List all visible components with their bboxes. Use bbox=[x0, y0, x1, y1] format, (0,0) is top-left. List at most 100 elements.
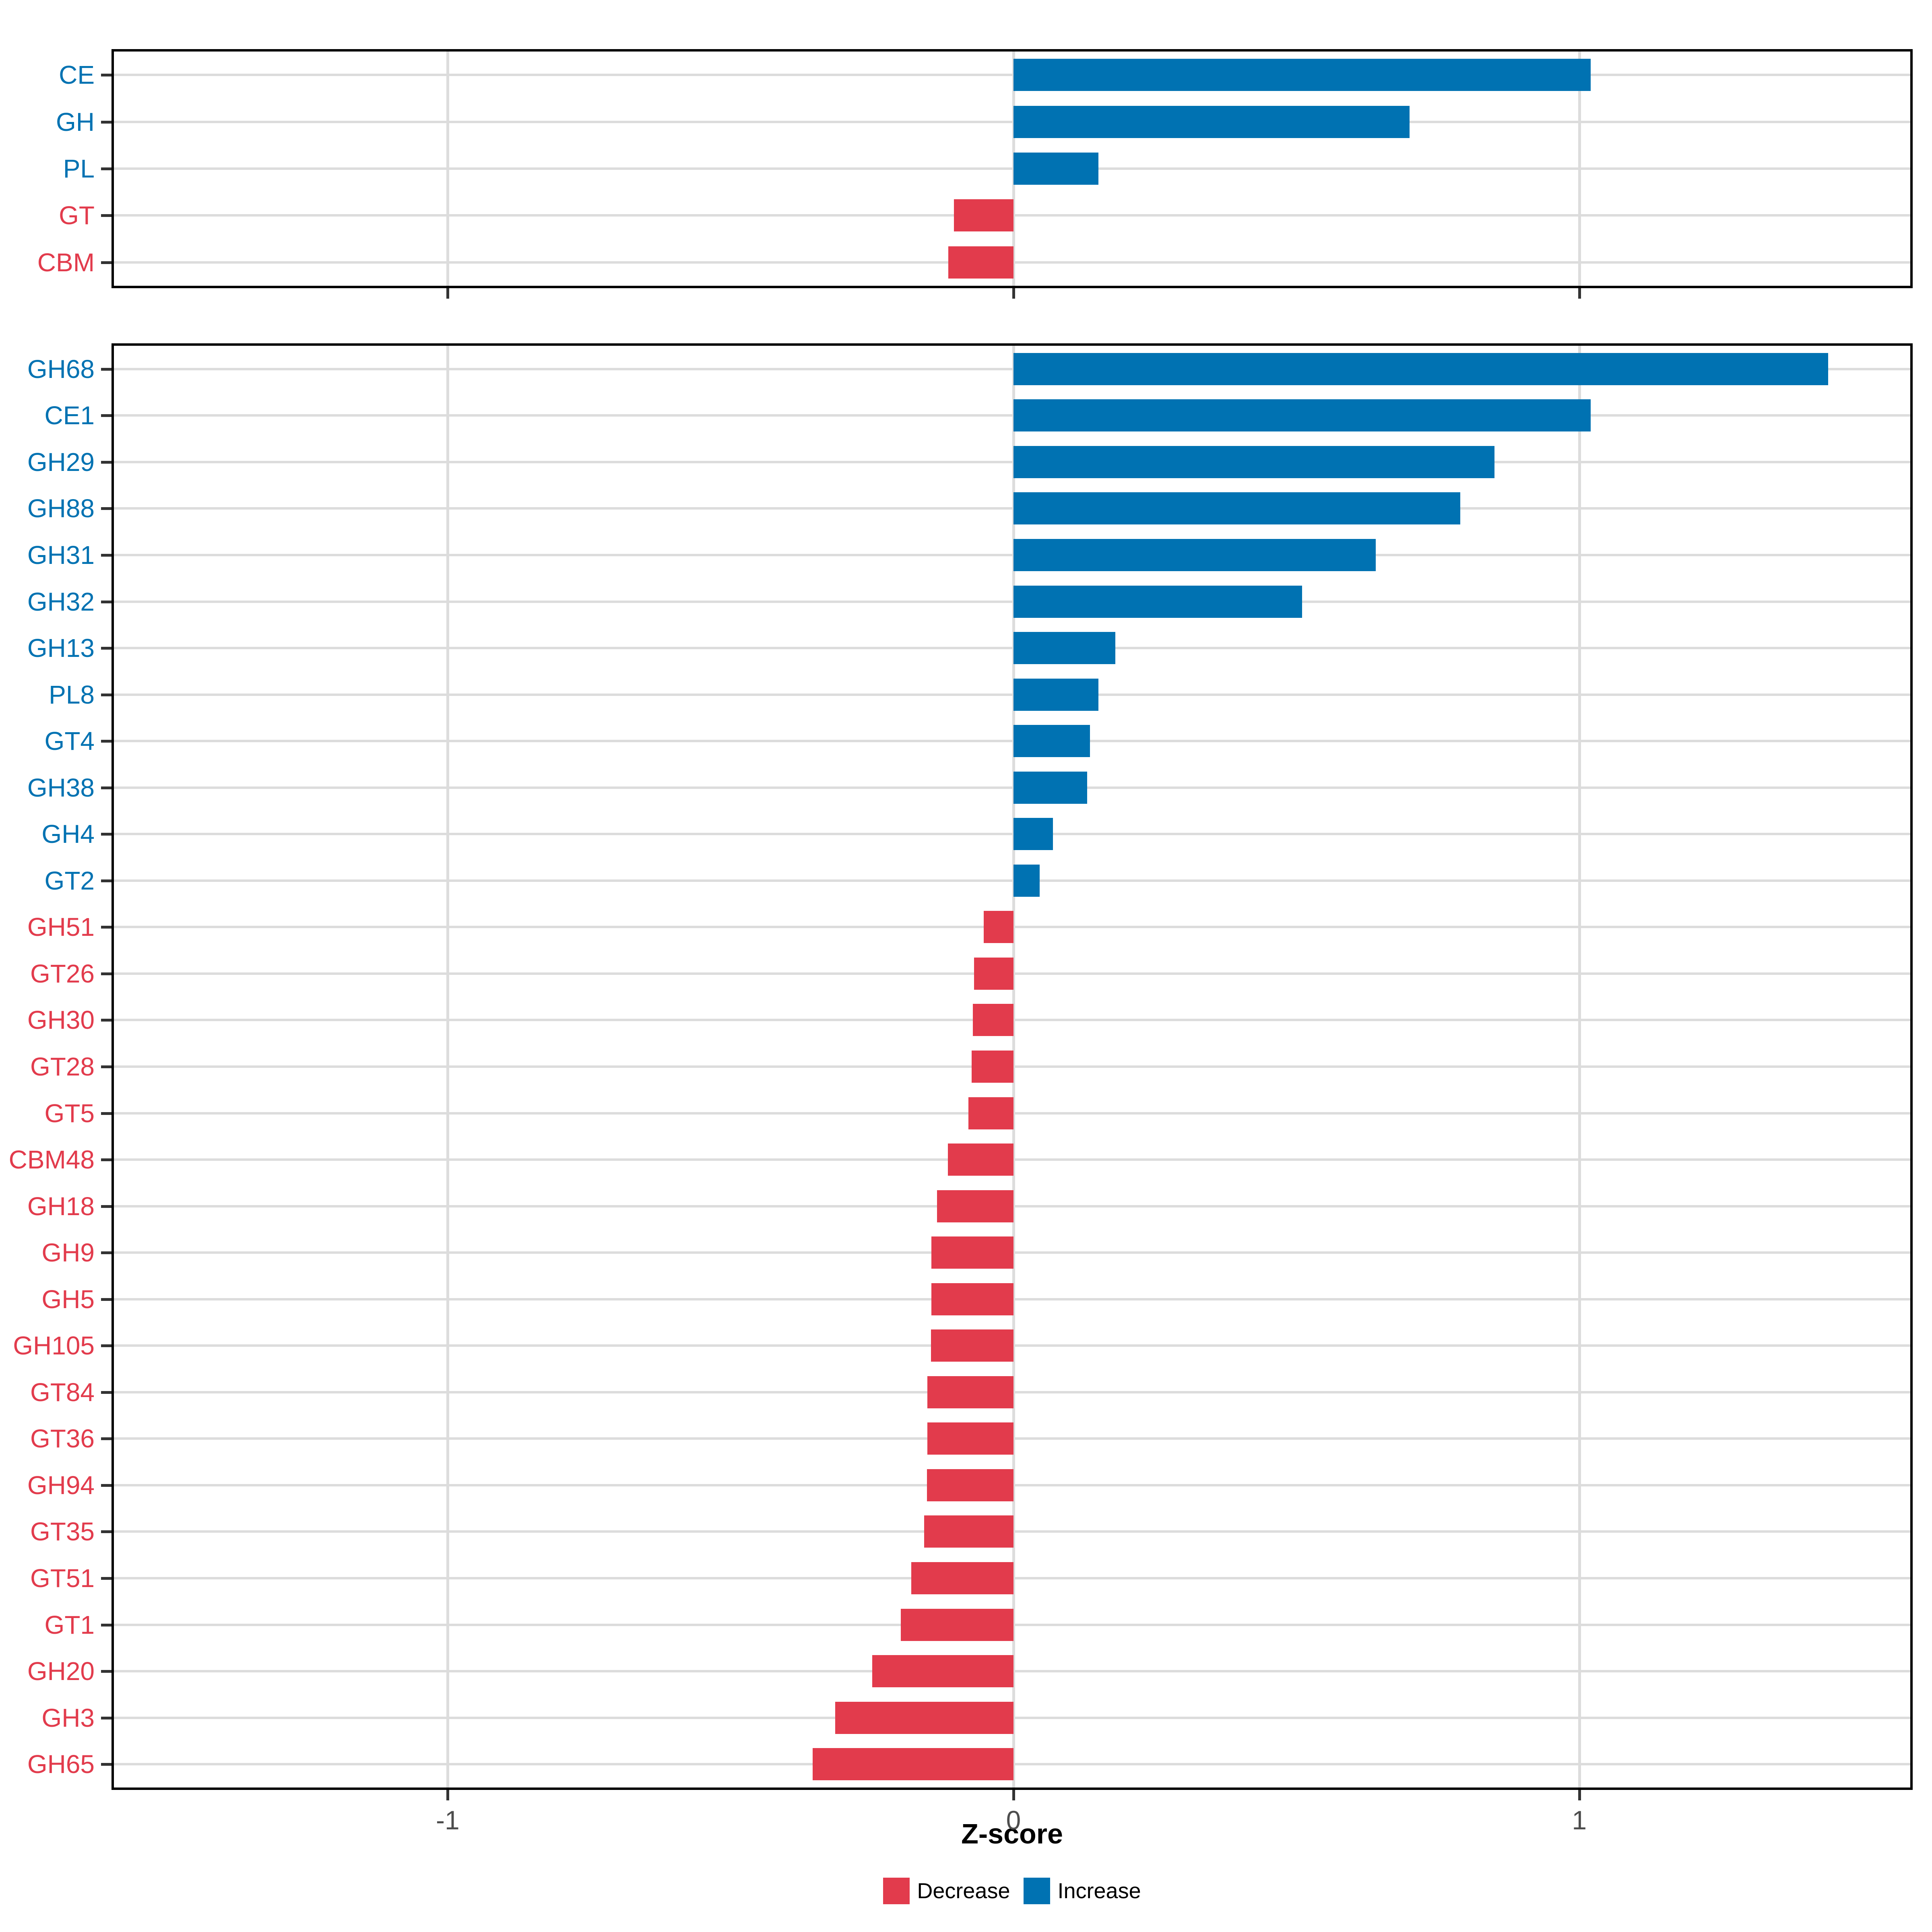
y-axis-tick bbox=[101, 1298, 111, 1301]
y-axis-tick bbox=[101, 414, 111, 417]
y-label-GH9: GH9 bbox=[41, 1238, 95, 1267]
bar-GH29 bbox=[1013, 446, 1494, 478]
y-label-GH94: GH94 bbox=[27, 1470, 95, 1500]
bar-GH38 bbox=[1013, 771, 1087, 804]
y-axis-tick bbox=[101, 1530, 111, 1534]
bar-GH68 bbox=[1013, 353, 1829, 385]
y-axis-tick bbox=[101, 600, 111, 603]
y-axis-tick bbox=[101, 1670, 111, 1673]
v-gridline-1 bbox=[1578, 52, 1581, 286]
h-gridline bbox=[114, 167, 1910, 170]
y-label-GH31: GH31 bbox=[27, 540, 95, 570]
y-label-GT26: GT26 bbox=[30, 959, 95, 988]
h-gridline bbox=[114, 786, 1910, 789]
y-label-GH30: GH30 bbox=[27, 1005, 95, 1035]
h-gridline bbox=[114, 647, 1910, 650]
bar-GH3 bbox=[835, 1701, 1013, 1734]
y-label-GH38: GH38 bbox=[27, 773, 95, 802]
bar-GH31 bbox=[1013, 539, 1376, 571]
h-gridline bbox=[114, 833, 1910, 836]
bar-GH5 bbox=[931, 1283, 1013, 1315]
v-gridline--1 bbox=[446, 52, 450, 286]
y-label-GT1: GT1 bbox=[44, 1610, 95, 1639]
bar-GT84 bbox=[927, 1376, 1013, 1408]
y-axis-tick bbox=[101, 120, 111, 124]
y-axis-tick bbox=[101, 1019, 111, 1022]
bar-GT26 bbox=[974, 957, 1013, 990]
bar-GH4 bbox=[1013, 818, 1053, 850]
y-axis-tick bbox=[101, 1623, 111, 1627]
y-axis-tick bbox=[101, 833, 111, 836]
legend-label-decrease: Decrease bbox=[917, 1879, 1010, 1903]
y-label-GT: GT bbox=[59, 201, 95, 230]
bar-GH94 bbox=[927, 1469, 1013, 1501]
bar-GH65 bbox=[813, 1748, 1013, 1781]
y-axis-tick bbox=[101, 1158, 111, 1162]
y-axis-tick bbox=[101, 1112, 111, 1115]
bar-CE bbox=[1013, 59, 1591, 91]
y-axis-tick bbox=[101, 786, 111, 789]
y-label-GT4: GT4 bbox=[44, 727, 95, 756]
bar-CBM48 bbox=[947, 1144, 1013, 1176]
bar-PL8 bbox=[1013, 678, 1098, 711]
legend: Decrease Increase bbox=[111, 1875, 1913, 1907]
y-axis-tick bbox=[101, 740, 111, 743]
y-axis-tick bbox=[101, 1344, 111, 1348]
v-gridline--1 bbox=[446, 346, 450, 1788]
panel-cazyme-classes bbox=[111, 49, 1913, 288]
x-axis-tick--1 bbox=[446, 288, 450, 299]
y-label-GH13: GH13 bbox=[27, 634, 95, 663]
y-label-GH: GH bbox=[56, 107, 95, 136]
h-gridline bbox=[114, 74, 1910, 76]
y-label-GT51: GT51 bbox=[30, 1564, 95, 1593]
panel-cazyme-families bbox=[111, 343, 1913, 1790]
legend-key-decrease-swatch bbox=[883, 1878, 910, 1904]
y-axis-tick bbox=[101, 553, 111, 557]
bar-GH18 bbox=[937, 1190, 1013, 1222]
bar-GH105 bbox=[931, 1329, 1013, 1362]
bar-GH30 bbox=[972, 1004, 1013, 1036]
h-gridline bbox=[114, 460, 1910, 463]
y-axis-tick bbox=[101, 1716, 111, 1719]
y-label-GT2: GT2 bbox=[44, 866, 95, 895]
y-label-GH32: GH32 bbox=[27, 587, 95, 616]
y-axis-tick bbox=[101, 1577, 111, 1580]
bar-CE1 bbox=[1013, 399, 1591, 432]
y-label-CE1: CE1 bbox=[44, 401, 95, 430]
bar-GT36 bbox=[927, 1422, 1013, 1455]
y-axis-tick bbox=[101, 214, 111, 217]
y-label-CBM: CBM bbox=[37, 248, 95, 277]
x-axis-tick-0 bbox=[1012, 288, 1015, 299]
bar-GT4 bbox=[1013, 725, 1090, 758]
x-axis-tick-1 bbox=[1578, 288, 1581, 299]
bar-GH88 bbox=[1013, 492, 1461, 525]
h-gridline bbox=[114, 414, 1910, 417]
h-gridline bbox=[114, 367, 1910, 370]
y-axis-tick bbox=[101, 74, 111, 77]
y-label-GT84: GT84 bbox=[30, 1377, 95, 1407]
x-axis-tick-1 bbox=[1578, 1790, 1581, 1800]
legend-label-increase: Increase bbox=[1057, 1879, 1141, 1903]
h-gridline bbox=[114, 553, 1910, 556]
bar-GH20 bbox=[872, 1655, 1013, 1688]
y-axis-tick bbox=[101, 1437, 111, 1441]
bar-CBM bbox=[948, 246, 1013, 279]
h-gridline bbox=[114, 740, 1910, 743]
y-axis-tick bbox=[101, 1205, 111, 1208]
h-gridline bbox=[114, 507, 1910, 510]
y-label-GH68: GH68 bbox=[27, 354, 95, 384]
bar-GT5 bbox=[968, 1097, 1013, 1129]
x-axis-tick-0 bbox=[1012, 1790, 1015, 1800]
bar-GT28 bbox=[971, 1051, 1013, 1083]
y-label-PL8: PL8 bbox=[49, 680, 95, 709]
y-label-CE: CE bbox=[59, 60, 95, 90]
y-label-CBM48: CBM48 bbox=[8, 1145, 95, 1174]
y-label-GT5: GT5 bbox=[44, 1098, 95, 1128]
y-axis-tick bbox=[101, 1484, 111, 1487]
x-tick-label--1: -1 bbox=[436, 1805, 460, 1835]
y-label-GT28: GT28 bbox=[30, 1052, 95, 1081]
legend-item-decrease: Decrease bbox=[883, 1878, 1010, 1904]
bar-GT35 bbox=[924, 1515, 1013, 1548]
y-axis-tick bbox=[101, 1763, 111, 1766]
